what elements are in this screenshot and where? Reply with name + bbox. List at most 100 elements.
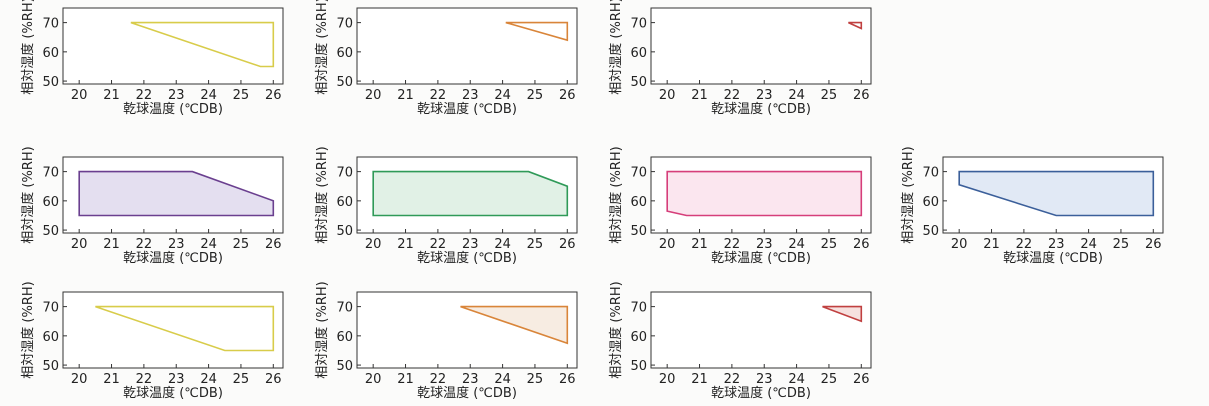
x-tick-label: 23 xyxy=(168,88,185,103)
plot-frame xyxy=(650,291,872,369)
x-tick-label: 21 xyxy=(983,237,1000,252)
x-tick-label: 23 xyxy=(168,372,185,387)
x-tick-label: 22 xyxy=(724,88,741,103)
x-axis-label: 乾球温度 (℃DB) xyxy=(711,385,811,401)
x-axis-label: 乾球温度 (℃DB) xyxy=(123,101,223,117)
y-tick-label: 60 xyxy=(630,195,647,210)
x-axis-label: 乾球温度 (℃DB) xyxy=(711,250,811,266)
x-tick-label: 25 xyxy=(233,372,250,387)
chart-8: 50 60 70 20 21 22 23 24 25 26 乾球温度 (℃DB) 相対湿度 (%RH) xyxy=(20,281,284,401)
plot-frame xyxy=(62,7,284,85)
x-tick-label: 23 xyxy=(756,237,773,252)
chart-2: 50 60 70 20 21 22 23 24 25 26 乾球温度 (℃DB) 相対湿度 (%RH) xyxy=(314,0,578,117)
y-tick-label: 70 xyxy=(336,166,353,181)
y-tick-label: 60 xyxy=(630,330,647,345)
x-tick-label: 24 xyxy=(200,88,217,103)
y-axis-label: 相対湿度 (%RH) xyxy=(314,0,330,95)
y-tick-label: 50 xyxy=(630,359,647,374)
x-tick-label: 23 xyxy=(462,237,479,252)
chart-10: 50 60 70 20 21 22 23 24 25 26 乾球温度 (℃DB) 相対湿度 (%RH) xyxy=(608,281,872,401)
x-axis-label: 乾球温度 (℃DB) xyxy=(417,385,517,401)
y-axis-label: 相対湿度 (%RH) xyxy=(900,146,916,243)
x-tick-label: 24 xyxy=(494,237,511,252)
x-axis-label: 乾球温度 (℃DB) xyxy=(417,101,517,117)
x-tick-label: 24 xyxy=(200,372,217,387)
x-tick-label: 21 xyxy=(397,372,414,387)
x-tick-label: 22 xyxy=(136,88,153,103)
comfort-region xyxy=(848,21,863,30)
x-tick-label: 24 xyxy=(1080,237,1097,252)
x-tick-label: 26 xyxy=(559,88,576,103)
x-tick-label: 24 xyxy=(788,88,805,103)
x-tick-label: 25 xyxy=(821,372,838,387)
x-tick-label: 21 xyxy=(691,372,708,387)
y-tick-label: 70 xyxy=(42,301,59,316)
comfort-region xyxy=(78,170,275,217)
x-tick-label: 22 xyxy=(430,88,447,103)
x-tick-label: 25 xyxy=(821,237,838,252)
x-tick-label: 22 xyxy=(430,237,447,252)
x-tick-label: 22 xyxy=(136,372,153,387)
chart-3: 50 60 70 20 21 22 23 24 25 26 乾球温度 (℃DB) 相対湿度 (%RH) xyxy=(608,0,872,117)
y-tick-label: 50 xyxy=(42,75,59,90)
x-tick-label: 26 xyxy=(559,372,576,387)
y-tick-label: 50 xyxy=(42,359,59,374)
x-tick-label: 20 xyxy=(659,237,676,252)
x-tick-label: 20 xyxy=(365,237,382,252)
x-tick-label: 25 xyxy=(1113,237,1130,252)
y-tick-label: 70 xyxy=(42,17,59,32)
y-axis-label: 相対湿度 (%RH) xyxy=(608,146,624,243)
x-tick-label: 20 xyxy=(659,88,676,103)
x-tick-label: 23 xyxy=(462,88,479,103)
y-tick-label: 70 xyxy=(630,301,647,316)
x-tick-label: 23 xyxy=(1048,237,1065,252)
x-tick-label: 25 xyxy=(527,237,544,252)
y-axis-label: 相対湿度 (%RH) xyxy=(20,281,36,378)
chart-9: 50 60 70 20 21 22 23 24 25 26 乾球温度 (℃DB) 相対湿度 (%RH) xyxy=(314,281,578,401)
y-tick-label: 50 xyxy=(922,224,939,239)
x-tick-label: 21 xyxy=(691,237,708,252)
comfort-region xyxy=(372,170,569,217)
y-tick-label: 70 xyxy=(922,166,939,181)
y-tick-label: 70 xyxy=(336,17,353,32)
x-tick-label: 22 xyxy=(724,237,741,252)
plot-frame xyxy=(62,291,284,369)
x-tick-label: 20 xyxy=(659,372,676,387)
y-axis-label: 相対湿度 (%RH) xyxy=(608,281,624,378)
x-tick-label: 25 xyxy=(527,88,544,103)
chart-5: 50 60 70 20 21 22 23 24 25 26 乾球温度 (℃DB) 相対湿度 (%RH) xyxy=(314,146,578,266)
x-tick-label: 20 xyxy=(71,237,88,252)
y-axis-label: 相対湿度 (%RH) xyxy=(608,0,624,95)
x-axis-label: 乾球温度 (℃DB) xyxy=(417,250,517,266)
plot-frame xyxy=(650,7,872,85)
x-tick-label: 25 xyxy=(233,237,250,252)
y-tick-label: 60 xyxy=(630,46,647,61)
x-tick-label: 24 xyxy=(494,88,511,103)
y-tick-label: 50 xyxy=(336,224,353,239)
y-axis-label: 相対湿度 (%RH) xyxy=(314,146,330,243)
x-tick-label: 26 xyxy=(853,372,870,387)
plot-frame xyxy=(356,7,578,85)
y-axis-label: 相対湿度 (%RH) xyxy=(20,0,36,95)
x-tick-label: 23 xyxy=(168,237,185,252)
x-tick-label: 20 xyxy=(365,372,382,387)
x-tick-label: 21 xyxy=(691,88,708,103)
x-axis-label: 乾球温度 (℃DB) xyxy=(123,385,223,401)
x-tick-label: 25 xyxy=(821,88,838,103)
chart-7: 50 60 70 20 21 22 23 24 25 26 乾球温度 (℃DB) 相対湿度 (%RH) xyxy=(900,146,1164,266)
y-tick-label: 70 xyxy=(336,301,353,316)
x-tick-label: 21 xyxy=(397,237,414,252)
x-tick-label: 21 xyxy=(397,88,414,103)
x-tick-label: 20 xyxy=(71,88,88,103)
x-tick-label: 24 xyxy=(200,237,217,252)
x-tick-label: 25 xyxy=(527,372,544,387)
x-tick-label: 26 xyxy=(265,237,282,252)
x-tick-label: 25 xyxy=(233,88,250,103)
x-tick-label: 23 xyxy=(462,372,479,387)
comfort-region xyxy=(130,21,275,68)
x-axis-label: 乾球温度 (℃DB) xyxy=(711,101,811,117)
x-tick-label: 23 xyxy=(756,88,773,103)
chart-1: 50 60 70 20 21 22 23 24 25 26 乾球温度 (℃DB) 相対湿度 (%RH) xyxy=(20,0,284,117)
x-tick-label: 20 xyxy=(365,88,382,103)
